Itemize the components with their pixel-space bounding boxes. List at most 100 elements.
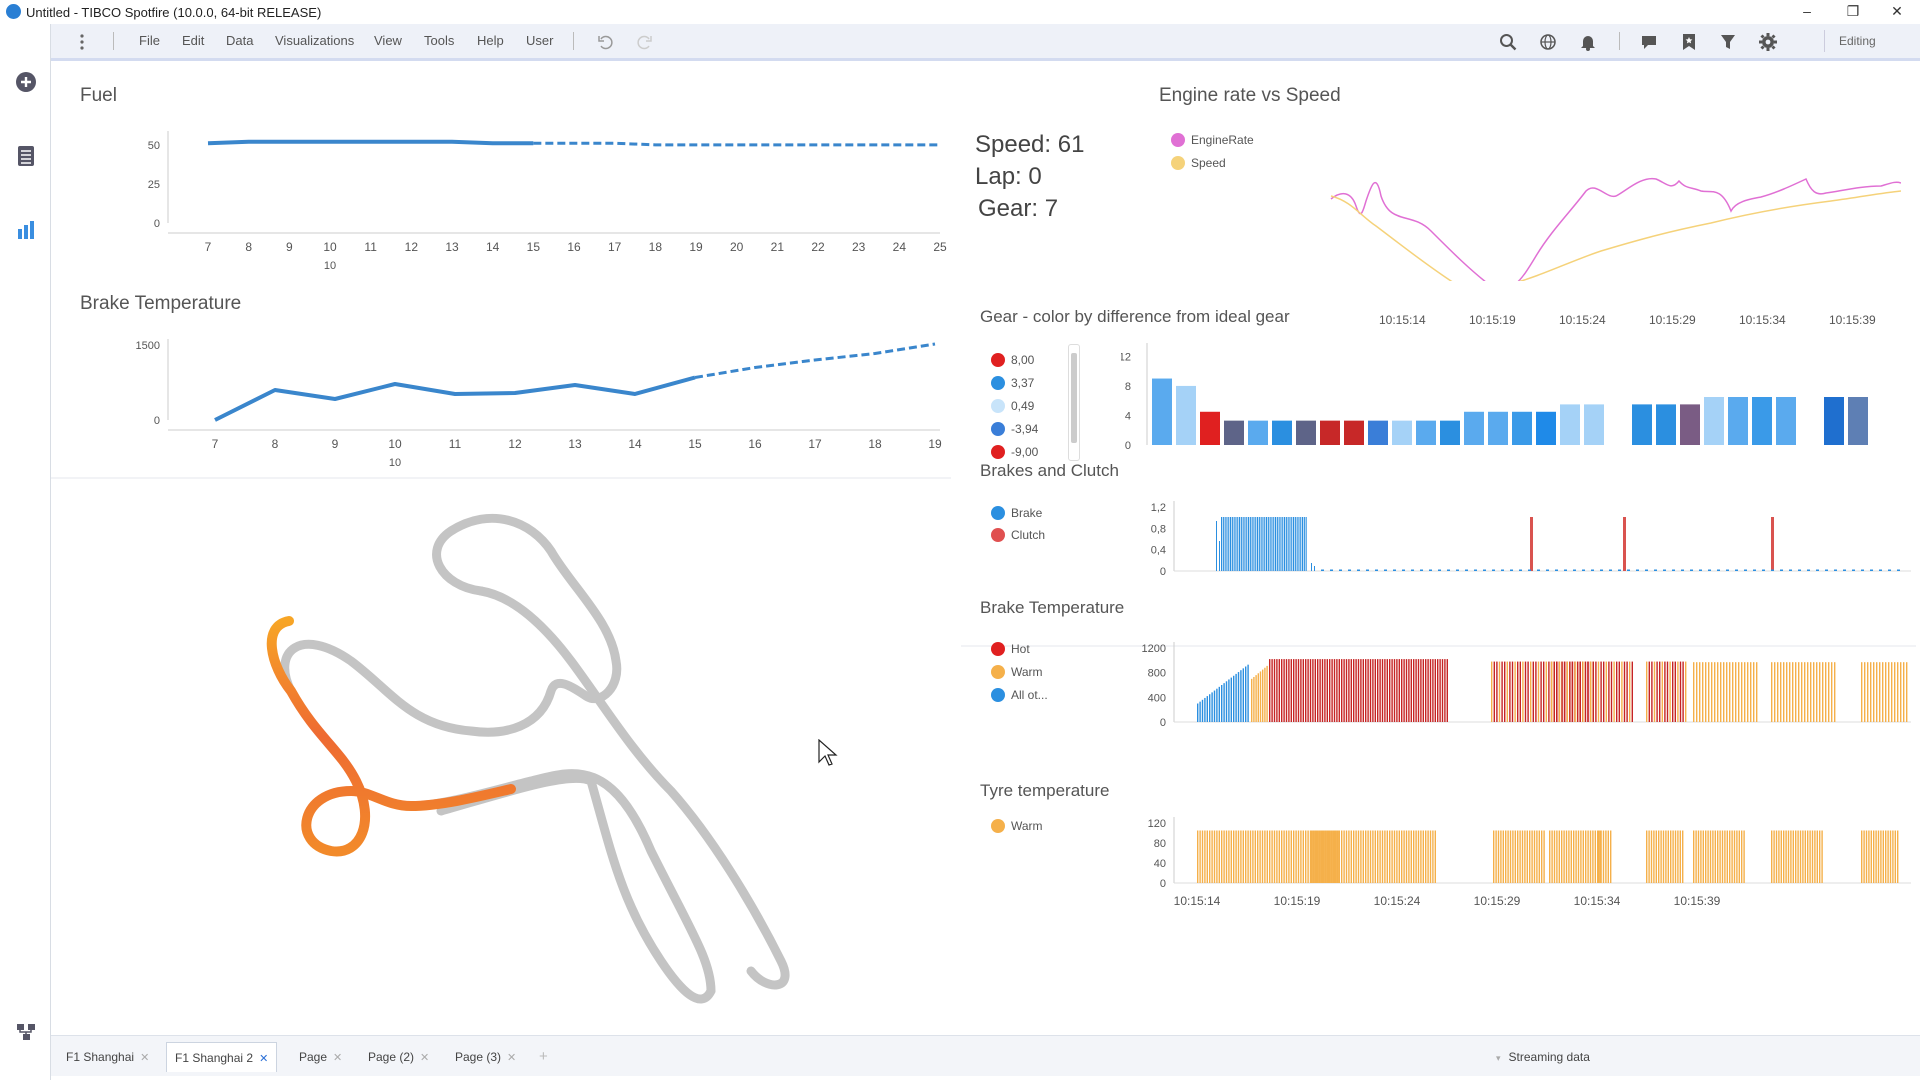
legend-enginerate[interactable]: EngineRate [1171, 133, 1254, 147]
close-tab-icon[interactable]: ✕ [259, 1053, 269, 1065]
fuel-chart[interactable]: 50 25 0 7 8 9 10 11 12 13 14 15 16 17 18 19 20 21 22 23 24 25… [80, 119, 960, 269]
close-tab-icon[interactable]: ✕ [420, 1052, 430, 1064]
settings-gear-icon[interactable] [1757, 31, 1779, 53]
brake-temp-bar [1410, 659, 1412, 722]
legend-tyre-warm[interactable]: Warm [991, 819, 1043, 833]
x-tick-label: 19 [689, 240, 703, 254]
track-map[interactable] [191, 491, 891, 1051]
visualizations-icon[interactable] [12, 216, 40, 244]
brake-temp-bar [1656, 661, 1658, 722]
gear-legend-item[interactable]: -3,94 [991, 422, 1038, 436]
tab-page-3[interactable]: Page (3) ✕ [447, 1042, 524, 1072]
brake-temp-bar [1666, 661, 1669, 722]
streaming-data-status[interactable]: ▾ Streaming data [1496, 1050, 1590, 1064]
legend-speed[interactable]: Speed [1171, 156, 1226, 170]
data-panel-icon[interactable] [12, 142, 40, 170]
tyre-temp-bar [1269, 830, 1271, 883]
tab-f1-shanghai-2[interactable]: F1 Shanghai 2 ✕ [166, 1042, 278, 1072]
tyre-temp-bar [1410, 830, 1412, 883]
tyre-temperature-chart[interactable]: 120 80 40 0 10:15:14 10:15:19 10:15:24 10:15:29… [1081, 813, 1911, 913]
brake-temp-bar [1493, 661, 1495, 722]
tab-page[interactable]: Page ✕ [291, 1042, 350, 1072]
brake-temp-bar [1343, 659, 1345, 722]
legend-clutch[interactable]: Clutch [991, 528, 1045, 542]
tyre-temp-bar [1775, 830, 1778, 883]
tab-page-2[interactable]: Page (2) ✕ [360, 1042, 437, 1072]
gear-legend-swatch [991, 376, 1005, 390]
restore-button[interactable]: ❐ [1846, 3, 1860, 19]
brakes-and-clutch-chart[interactable]: 1,2 0,8 0,4 0 [1081, 499, 1911, 579]
menu-visualizations[interactable]: Visualizations [275, 33, 355, 48]
gear-bar [1440, 420, 1460, 445]
tyre-temp-bar [1206, 830, 1208, 883]
tab-f1-shanghai[interactable]: F1 Shanghai ✕ [58, 1042, 157, 1072]
legend-hot[interactable]: Hot [991, 642, 1030, 656]
tyre-temp-bar [1413, 830, 1415, 883]
brake-spike [1303, 517, 1305, 571]
menu-help[interactable]: Help [477, 33, 504, 48]
tyre-temp-bar [1211, 830, 1213, 883]
menu-data[interactable]: Data [226, 33, 254, 48]
legend-all-other[interactable]: All ot... [991, 688, 1048, 702]
comments-icon[interactable] [1638, 31, 1660, 53]
globe-icon[interactable] [1537, 31, 1559, 53]
brake-temp-bar [1574, 661, 1576, 722]
gear-legend-item[interactable]: 8,00 [991, 353, 1034, 367]
gear-legend-scrollbar[interactable] [1068, 344, 1080, 461]
brake-temp-bar [1381, 659, 1384, 722]
filter-icon[interactable] [1717, 31, 1739, 53]
menu-tools[interactable]: Tools [424, 33, 455, 48]
engine-rate-vs-speed-chart[interactable] [1321, 121, 1901, 281]
tyre-temp-bar [1348, 830, 1350, 883]
legend-warm[interactable]: Warm [991, 665, 1043, 679]
gear-legend-item[interactable]: -9,00 [991, 445, 1038, 459]
tyre-temp-bar [1379, 830, 1381, 883]
close-tab-icon[interactable]: ✕ [333, 1052, 343, 1064]
notification-bell-icon[interactable] [1577, 31, 1599, 53]
brake-temperature-line-chart[interactable]: 1500 0 7 8 9 10 11 12 13 14 15 16 17 18 19 10 [80, 325, 960, 475]
brake-spike [1226, 517, 1228, 571]
undo-icon[interactable] [594, 31, 616, 53]
menu-user[interactable]: User [526, 33, 554, 48]
menu-edit[interactable]: Edit [182, 33, 205, 48]
gear-legend-item[interactable]: 0,49 [991, 399, 1034, 413]
minimize-button[interactable]: – [1803, 3, 1811, 19]
brake-spike [1271, 517, 1273, 571]
redo-icon[interactable] [634, 31, 656, 53]
legend-warm-swatch [991, 665, 1005, 679]
y-tick-label: 0,8 [1151, 523, 1166, 535]
brake-temp-bar [1900, 662, 1902, 722]
gear-legend-item[interactable]: 3,37 [991, 376, 1034, 390]
brake-temp-bar [1792, 662, 1794, 722]
bookmark-icon[interactable] [1678, 31, 1700, 53]
close-button[interactable]: ✕ [1891, 3, 1903, 19]
x-group-label: 10 [389, 457, 401, 469]
search-icon[interactable] [1497, 31, 1519, 53]
brake-temp-bar [1595, 661, 1597, 722]
x-tick-label: 11 [364, 240, 377, 254]
brake-temp-bar [1498, 661, 1501, 722]
engine-rate-line [1330, 177, 1901, 281]
legend-brake[interactable]: Brake [991, 506, 1042, 520]
add-page-button[interactable]: + [539, 1048, 548, 1065]
tyre-temp-bar [1695, 830, 1697, 883]
brake-spike [1483, 569, 1486, 571]
tyre-temp-bar [1863, 830, 1865, 883]
gear-bar-chart[interactable]: 12 8 4 0 [1121, 341, 1920, 461]
mode-dropdown[interactable]: Editing ▾ [1824, 30, 1920, 52]
hierarchy-icon[interactable] [12, 1018, 40, 1046]
forecast-line [533, 141, 940, 147]
add-data-icon[interactable] [12, 68, 40, 96]
brake-temp-bar [1696, 662, 1698, 722]
close-tab-icon[interactable]: ✕ [140, 1052, 150, 1064]
menu-view[interactable]: View [374, 33, 402, 48]
menu-file[interactable]: File [139, 33, 160, 48]
brake-temperature-bar-chart[interactable]: 1200 800 400 0 [1081, 636, 1911, 731]
brake-temp-bar [1831, 662, 1833, 722]
tyre-temp-bar [1264, 830, 1266, 883]
more-vertical-icon[interactable] [71, 31, 93, 53]
brake-spike [1726, 569, 1729, 571]
close-tab-icon[interactable]: ✕ [507, 1052, 517, 1064]
brake-temp-bar [1903, 662, 1905, 722]
gear-bar [1320, 420, 1340, 445]
